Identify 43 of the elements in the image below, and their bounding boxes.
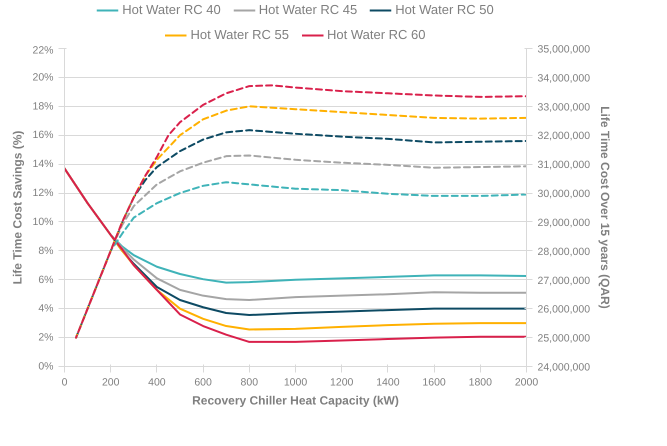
y-tick-label: 12% — [32, 187, 54, 200]
y-axis-title: Life Time Cost Savings (%) — [10, 130, 24, 284]
x-tick-label: 1800 — [468, 376, 492, 388]
y2-tick-label: 33,000,000 — [538, 101, 590, 114]
y-tick-label: 22% — [32, 44, 54, 56]
y2-tick-label: 32,000,000 — [538, 130, 590, 142]
y2-tick-label: 30,000,000 — [538, 188, 590, 200]
y2-tick-label: 29,000,000 — [538, 216, 590, 229]
y-tick-label: 14% — [32, 158, 54, 170]
y2-tick-label: 25,000,000 — [538, 332, 590, 345]
x-tick-label: 800 — [240, 376, 258, 388]
x-tick-label: 600 — [194, 376, 212, 388]
y-tick-label: 16% — [32, 129, 54, 142]
x-tick-label: 0 — [62, 376, 68, 388]
y-tick-label: 4% — [38, 302, 54, 315]
y2-tick-label: 34,000,000 — [538, 72, 590, 84]
x-tick-label: 1600 — [422, 376, 446, 388]
legend-label: Hot Water RC 60 — [327, 27, 426, 42]
x-tick-label: 200 — [102, 376, 120, 388]
y-tick-label: 6% — [38, 274, 54, 286]
y-tick-label: 8% — [38, 244, 54, 257]
legend-label: Hot Water RC 50 — [395, 2, 494, 17]
legend-label: Hot Water RC 45 — [258, 2, 358, 17]
y-tick-label: 0% — [38, 360, 54, 372]
x-tick-label: 2000 — [514, 376, 538, 388]
x-tick-label: 400 — [148, 376, 166, 388]
y2-tick-label: 35,000,000 — [538, 44, 590, 56]
y-tick-label: 20% — [32, 71, 54, 84]
y2-axis-title: Life Time Cost Over 15 years (QAR) — [598, 106, 612, 309]
x-tick-label: 1200 — [330, 376, 354, 388]
y-tick-label: 2% — [38, 332, 54, 344]
x-axis-title: Recovery Chiller Heat Capacity (kW) — [192, 394, 399, 408]
y-tick-label: 18% — [32, 100, 54, 112]
y-tick-label: 10% — [32, 216, 54, 228]
x-tick-label: 1000 — [284, 376, 308, 388]
legend-label: Hot Water RC 55 — [190, 27, 289, 42]
y2-tick-label: 31,000,000 — [538, 159, 590, 172]
y2-tick-label: 24,000,000 — [538, 362, 590, 374]
x-tick-label: 1400 — [376, 376, 400, 388]
y2-tick-label: 28,000,000 — [538, 246, 590, 258]
y2-tick-label: 26,000,000 — [538, 304, 590, 316]
y2-tick-label: 27,000,000 — [538, 274, 590, 287]
legend-label: Hot Water RC 40 — [122, 2, 221, 17]
